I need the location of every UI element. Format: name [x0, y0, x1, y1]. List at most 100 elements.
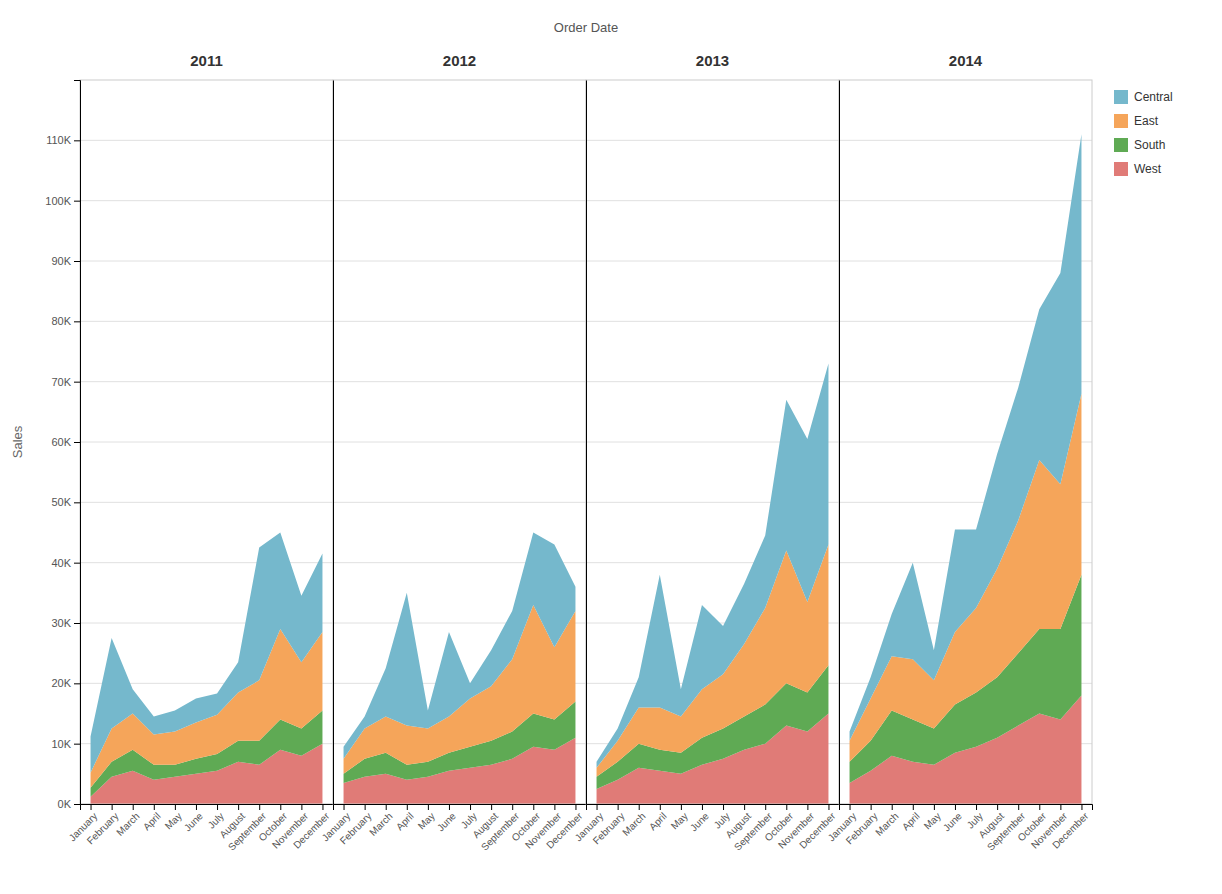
plot-frame [80, 80, 333, 804]
grid-line [333, 200, 586, 201]
y-axis-line [74, 81, 81, 805]
x-tick-label: June [435, 810, 458, 833]
x-tick-mark [807, 804, 808, 810]
grid-line [80, 140, 333, 141]
y-tick-label: 20K [51, 677, 71, 689]
x-axis: JanuaryFebruaryMarchAprilMayJuneJulyAugu… [826, 804, 1093, 853]
y-axis-title: Sales [10, 425, 25, 458]
y-tick: 100K [45, 195, 80, 207]
x-tick-mark [133, 804, 134, 810]
legend-swatch [1114, 162, 1128, 176]
x-tick: April [394, 804, 416, 832]
y-tick: 90K [51, 255, 80, 267]
x-tick-mark [934, 804, 935, 810]
x-axis: JanuaryFebruaryMarchAprilMayJuneJulyAugu… [573, 804, 840, 853]
legend-swatch [1114, 114, 1128, 128]
x-tick-mark [723, 804, 724, 810]
grid-line [80, 381, 333, 382]
panel: JanuaryFebruaryMarchAprilMayJuneJulyAugu… [320, 52, 587, 853]
x-tick-mark [1018, 804, 1019, 810]
x-tick-mark [597, 804, 598, 810]
y-tick: 60K [51, 436, 80, 448]
x-tick-mark [386, 804, 387, 810]
legend-item: Central [1114, 90, 1173, 104]
grid-line [80, 261, 333, 262]
x-tick-mark [280, 804, 281, 810]
y-axis-line [586, 81, 587, 805]
x-tick-mark [997, 804, 998, 810]
x-tick-mark [702, 804, 703, 810]
legend-label: South [1134, 138, 1165, 152]
x-tick-mark [470, 804, 471, 810]
y-tick-mark [74, 382, 80, 383]
y-tick: 40K [51, 557, 80, 569]
header-annotation: Order Date [554, 20, 618, 35]
x-axis-line [587, 805, 840, 811]
grid-line [80, 321, 333, 322]
x-tick-mark [554, 804, 555, 810]
x-tick-mark [301, 804, 302, 810]
x-tick: February [844, 804, 880, 846]
x-tick-mark [428, 804, 429, 810]
x-tick: February [338, 804, 374, 846]
area [344, 533, 576, 759]
x-tick-label: June [688, 810, 711, 833]
y-tick: 0K [58, 798, 80, 810]
x-tick-label: May [163, 810, 184, 831]
y-axis [586, 81, 588, 805]
x-tick-mark [892, 804, 893, 810]
x-axis: JanuaryFebruaryMarchAprilMayJuneJulyAugu… [320, 804, 587, 853]
x-tick: December [1050, 804, 1091, 851]
x-tick-label: April [900, 810, 922, 832]
y-axis-line [839, 81, 840, 805]
y-tick-mark [74, 140, 80, 141]
y-tick: 30K [51, 617, 80, 629]
x-tick-mark [533, 804, 534, 810]
grid-line [333, 140, 586, 141]
x-tick: March [620, 804, 647, 838]
grid [80, 140, 333, 804]
x-tick-mark [765, 804, 766, 810]
plot-area [91, 533, 323, 805]
plot-frame [586, 80, 839, 804]
x-tick-mark [322, 804, 323, 810]
y-axis-line [333, 81, 334, 805]
y-tick: 50K [51, 496, 80, 508]
y-tick: 110K [46, 134, 80, 146]
x-tick-label: June [941, 810, 964, 833]
grid [586, 140, 839, 804]
x-tick-mark [196, 804, 197, 810]
x-tick-label: December [1050, 810, 1091, 851]
y-tick-mark [74, 261, 80, 262]
x-tick: June [435, 804, 458, 833]
grid-line [80, 562, 333, 563]
x-tick-label: March [620, 810, 647, 837]
x-tick: March [367, 804, 394, 838]
y-tick-label: 90K [51, 255, 71, 267]
y-tick-label: 10K [51, 738, 71, 750]
y-tick: 70K [51, 376, 80, 388]
legend: CentralEastSouthWest [1114, 90, 1173, 176]
plot-area [597, 364, 829, 804]
x-tick-mark [259, 804, 260, 810]
plot-frame [333, 80, 586, 804]
x-tick-mark [828, 804, 829, 810]
x-tick: February [85, 804, 121, 846]
y-tick-mark [74, 683, 80, 684]
y-tick-mark [74, 744, 80, 745]
grid-line [586, 200, 839, 201]
x-tick-mark [91, 804, 92, 810]
y-tick-mark [74, 442, 80, 443]
x-tick: December [544, 804, 585, 851]
x-tick: April [900, 804, 922, 832]
y-tick-label: 70K [51, 376, 71, 388]
x-tick-mark [1081, 804, 1082, 810]
area [91, 533, 323, 773]
x-axis-line [334, 805, 587, 811]
area [850, 134, 1082, 740]
legend-swatch [1114, 90, 1128, 104]
grid-line [839, 140, 1092, 141]
x-tick: June [688, 804, 711, 833]
x-axis-line [81, 805, 334, 811]
x-tick: June [941, 804, 964, 833]
